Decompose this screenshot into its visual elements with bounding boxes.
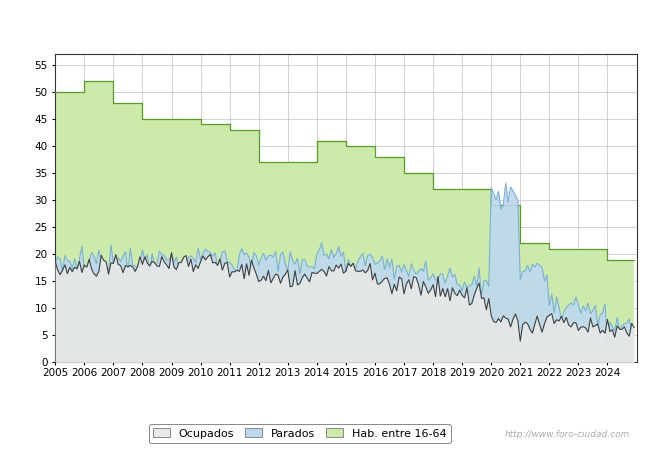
Text: http://www.foro-ciudad.com: http://www.foro-ciudad.com: [505, 430, 630, 439]
Legend: Ocupados, Parados, Hab. entre 16-64: Ocupados, Parados, Hab. entre 16-64: [148, 423, 450, 443]
Text: Barruelo del Valle - Evolucion de la poblacion en edad de Trabajar Noviembre de : Barruelo del Valle - Evolucion de la pob…: [38, 17, 612, 30]
